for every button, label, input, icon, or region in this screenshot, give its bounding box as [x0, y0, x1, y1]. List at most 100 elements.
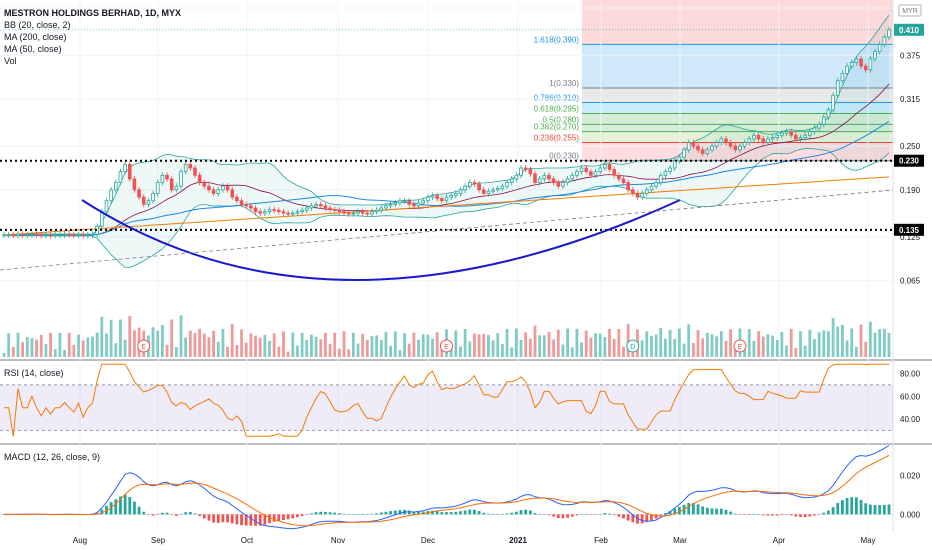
indicator-legend: MESTRON HOLDINGS BERHAD, 1D, MYX BB (20,…	[4, 7, 181, 67]
macd-tick: 0.020	[900, 471, 921, 480]
macd-histogram-bar	[142, 511, 146, 515]
volume-bar	[398, 350, 402, 357]
macd-histogram-bar	[785, 514, 788, 515]
volume-bar	[528, 338, 532, 357]
candle-body	[495, 187, 500, 191]
legend-bb[interactable]: BB (20, close, 2)	[4, 20, 71, 30]
volume-bar	[505, 328, 509, 357]
volume-bar	[766, 334, 770, 357]
volume-bar	[193, 332, 197, 357]
volume-bar	[100, 316, 104, 357]
candle-body	[658, 174, 663, 183]
macd-histogram-bar	[673, 508, 677, 515]
fib-level-label: 0.236(0.255)	[534, 134, 580, 143]
legend-ma50[interactable]: MA (50, close)	[4, 44, 62, 54]
candle-body	[123, 163, 127, 173]
legend-macd[interactable]: MACD (12, 26, close, 9)	[4, 452, 101, 462]
macd-histogram-bar	[845, 498, 849, 515]
volume-bar	[459, 346, 462, 357]
candle-body	[747, 138, 752, 143]
candle-body	[817, 123, 821, 129]
fib-level-label: 0.618(0.295)	[534, 104, 580, 113]
candle-body	[225, 185, 230, 191]
signal-line	[4, 454, 890, 527]
volume-bar	[859, 324, 863, 357]
volume-bar	[827, 331, 830, 357]
candle-body	[174, 185, 179, 191]
candle-body	[67, 233, 72, 236]
volume-bar	[7, 333, 11, 357]
macd-histogram-bar	[151, 514, 155, 516]
macd-histogram-bar	[561, 514, 565, 519]
volume-bar	[743, 346, 747, 357]
candle-body	[318, 203, 323, 207]
macd-histogram-bar	[193, 513, 197, 515]
candle-body	[481, 189, 486, 194]
macd-histogram-bar	[566, 514, 570, 518]
legend-vol[interactable]: Vol	[4, 56, 17, 66]
candle-body	[58, 234, 62, 237]
macd-histogram-bar	[533, 512, 537, 515]
volume-bar	[258, 337, 262, 357]
time-tick: Nov	[331, 536, 345, 545]
price-tick: 0.375	[900, 51, 921, 60]
candle-body	[2, 234, 6, 237]
volume-bar	[468, 341, 472, 357]
candle-body	[300, 209, 304, 213]
candle-body	[849, 62, 854, 67]
macd-histogram-bar	[528, 510, 532, 515]
candle-body	[113, 182, 118, 191]
volume-bar	[752, 341, 756, 357]
macd-histogram-bar	[827, 510, 830, 515]
candle-body	[877, 43, 882, 53]
legend-rsi[interactable]: RSI (14, close)	[4, 368, 64, 378]
fibonacci-retracement[interactable]: 1.618(0.390) 1(0.330) 0.786(0.310)0.618(0.…	[534, 0, 893, 162]
volume-bar	[314, 336, 318, 357]
volume-bar	[640, 340, 644, 357]
candle-body	[146, 200, 151, 205]
currency-badge	[898, 4, 922, 17]
event-marker-label: D	[630, 344, 635, 351]
macd-histogram-bar	[337, 513, 341, 515]
volume-bar	[761, 336, 765, 357]
candle-body	[845, 65, 849, 74]
volume-bar	[677, 328, 681, 357]
macd-histogram-bar	[202, 514, 206, 519]
macd-histogram-bar	[109, 502, 113, 515]
volume-bar	[114, 343, 118, 357]
candle-body	[90, 233, 95, 236]
macd-histogram-bar	[212, 514, 216, 523]
macd-histogram-bar	[664, 513, 667, 515]
macd-histogram-bar	[584, 513, 588, 515]
volume-bar	[403, 333, 406, 357]
macd-histogram-bar	[370, 513, 374, 515]
macd-histogram-bar	[677, 506, 681, 515]
volume-bar	[687, 324, 691, 357]
volume-bar	[305, 339, 309, 357]
volume-bar	[212, 330, 216, 357]
volume-bar	[822, 330, 826, 357]
candle-body	[542, 174, 547, 180]
volume-bar	[2, 353, 6, 357]
macd-histogram-bar	[435, 511, 439, 515]
volume-bar	[300, 332, 304, 357]
candle-body	[360, 211, 365, 214]
volume-bar	[463, 329, 467, 357]
macd-histogram-bar	[552, 514, 556, 517]
moving-averages	[3, 120, 890, 236]
macd-histogram-bar	[705, 507, 709, 515]
volume-bar	[785, 345, 788, 357]
volume-bar	[566, 328, 570, 357]
volume-bar	[682, 343, 686, 357]
candle-body	[556, 182, 561, 187]
volume-bar	[365, 339, 369, 357]
macd-histogram-bar	[160, 512, 164, 515]
macd-histogram-bar	[687, 502, 691, 515]
volume-bar	[323, 332, 327, 357]
grid	[0, 0, 932, 532]
candle-body	[728, 142, 733, 147]
legend-ma200[interactable]: MA (200, close)	[4, 32, 67, 42]
symbol-title[interactable]: MESTRON HOLDINGS BERHAD, 1D, MYX	[4, 8, 182, 18]
